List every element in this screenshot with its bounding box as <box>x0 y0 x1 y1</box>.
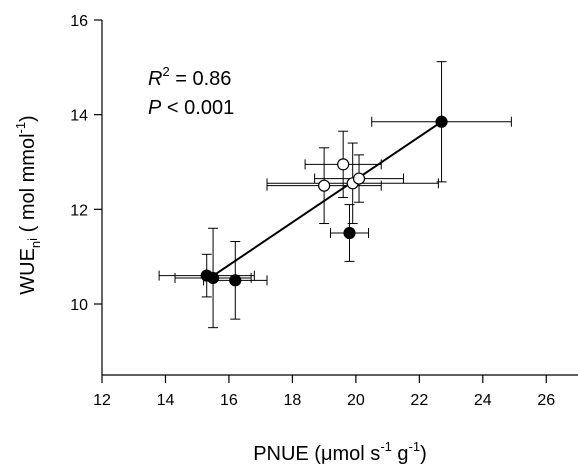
y-axis-label: WUEni ( mol mmol-1) <box>13 115 43 294</box>
x-tick-label: 12 <box>93 392 111 409</box>
y-tick-label: 16 <box>70 13 88 30</box>
open-point <box>318 179 331 192</box>
filled-point <box>206 271 220 285</box>
x-tick-label: 18 <box>284 392 302 409</box>
data-points <box>200 115 448 287</box>
x-tick-label: 20 <box>347 392 365 409</box>
x-tick-label: 26 <box>537 392 555 409</box>
r-squared-annotation: R2 = 0.86 <box>148 64 231 90</box>
open-point <box>352 172 366 185</box>
x-tick-label: 16 <box>220 392 238 409</box>
open-point <box>337 158 350 171</box>
p-value-annotation: P < 0.001 <box>148 97 234 119</box>
y-tick-label: 10 <box>70 297 88 314</box>
plot-frame <box>101 20 578 376</box>
y-tick-label: 12 <box>70 202 88 219</box>
regression-line-path <box>209 120 443 279</box>
filled-point <box>343 226 356 240</box>
x-tick-label: 22 <box>410 392 428 409</box>
filled-point <box>229 274 242 287</box>
y-axis: 10 12 14 16 <box>70 13 102 314</box>
x-tick-label: 14 <box>157 392 175 409</box>
y-tick-label: 14 <box>70 108 88 125</box>
x-tick-label: 24 <box>474 392 492 409</box>
x-axis-label: PNUE (μmol s-1 g-1) <box>253 439 427 465</box>
filled-point <box>435 115 448 128</box>
regression-line <box>209 120 443 279</box>
x-axis: 12 14 16 18 20 22 24 26 <box>93 375 555 409</box>
